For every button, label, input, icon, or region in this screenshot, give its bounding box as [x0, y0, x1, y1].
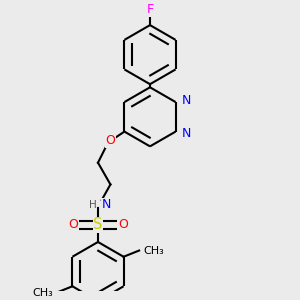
Text: H: H — [89, 200, 96, 210]
Text: F: F — [146, 3, 154, 16]
Text: N: N — [182, 127, 191, 140]
Text: CH₃: CH₃ — [32, 287, 53, 298]
Text: N: N — [182, 94, 191, 107]
Text: CH₃: CH₃ — [143, 245, 164, 256]
Text: S: S — [93, 218, 103, 232]
Text: N: N — [102, 198, 111, 211]
Text: O: O — [68, 218, 78, 231]
Text: O: O — [118, 218, 128, 231]
Text: O: O — [106, 134, 116, 147]
